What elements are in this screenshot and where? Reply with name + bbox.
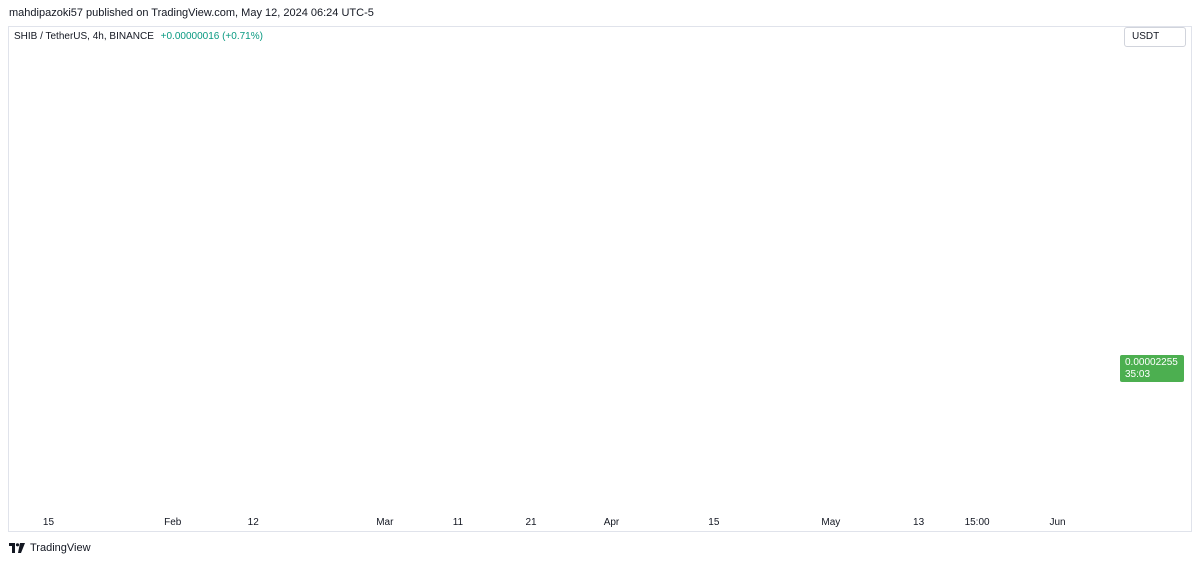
currency-button[interactable]: USDT <box>1124 27 1186 47</box>
bar-countdown: 35:03 <box>1125 369 1151 380</box>
x-axis[interactable]: 15 Feb 12 Mar 11 21 Apr 15 May 13 15:00 Jun <box>43 517 1066 528</box>
tradingview-logo-icon <box>9 543 25 553</box>
x-tick-label: Jun <box>1049 517 1065 528</box>
x-tick-label: Mar <box>376 517 394 528</box>
x-tick-label: 21 <box>525 517 537 528</box>
brand-name: TradingView <box>30 542 91 554</box>
symbol-legend: SHIB / TetherUS, 4h, BINANCE +0.00000016… <box>14 31 263 42</box>
x-tick-label: 12 <box>248 517 260 528</box>
x-tick-label: 15:00 <box>965 517 990 528</box>
last-price-value: 0.00002255 <box>1125 357 1178 368</box>
last-price-tag: 0.00002255 35:03 <box>1120 355 1184 382</box>
x-tick-label: Feb <box>164 517 182 528</box>
x-tick-label: May <box>821 517 840 528</box>
x-tick-label: 11 <box>453 517 464 528</box>
publish-info: mahdipazoki57 published on TradingView.c… <box>9 7 374 19</box>
x-tick-label: 15 <box>43 517 55 528</box>
chart-frame <box>8 26 1192 532</box>
footer-brand[interactable]: TradingView <box>9 540 91 556</box>
symbol-label: SHIB / TetherUS, 4h, BINANCE <box>14 31 154 42</box>
x-tick-label: 13 <box>913 517 925 528</box>
price-change: +0.00000016 (+0.71%) <box>160 31 263 42</box>
x-tick-label: Apr <box>604 517 620 528</box>
x-tick-label: 15 <box>708 517 720 528</box>
